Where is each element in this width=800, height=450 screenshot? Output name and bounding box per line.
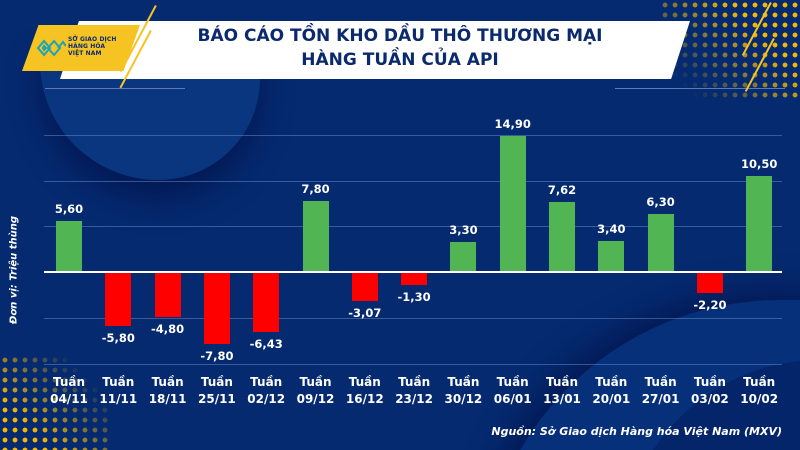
gridline <box>44 180 782 182</box>
y-axis-label: Đơn vị: Triệu thùng <box>8 215 20 325</box>
decorative-dots <box>660 0 800 100</box>
decorative-dots <box>0 355 110 450</box>
title-line-2: HÀNG TUẦN CỦA API <box>301 50 499 70</box>
x-tick-label: Tuần 11/11 <box>99 375 138 406</box>
logo-text: SỞ GIAO DỊCH HÀNG HÓA VIỆT NAM <box>68 36 117 57</box>
bar <box>302 200 329 272</box>
x-tick-label: Tuần 27/01 <box>641 375 680 406</box>
data-label: 7,62 <box>547 183 577 198</box>
data-label: 3,30 <box>449 222 478 237</box>
chart-title: BÁO CÁO TỒN KHO DẦU THÔ THƯƠNG MẠI HÀNG … <box>140 24 660 72</box>
bar <box>647 214 674 272</box>
bar <box>253 273 280 332</box>
bar <box>351 273 378 302</box>
x-tick-label: Tuần 03/02 <box>691 375 729 406</box>
bar <box>401 273 428 285</box>
x-tick-label: Tuần 10/02 <box>740 375 779 406</box>
x-tick-label: Tuần 09/12 <box>296 375 335 406</box>
data-label: 7,80 <box>301 181 330 196</box>
gridline <box>44 134 782 136</box>
x-tick-label: Tuần 16/12 <box>345 375 384 406</box>
data-label: -4,80 <box>151 321 185 336</box>
data-label: 3,40 <box>597 221 626 236</box>
x-tick-label: Tuần 20/01 <box>592 375 631 406</box>
title-line-1: BÁO CÁO TỒN KHO DẦU THÔ THƯƠNG MẠI <box>197 26 603 46</box>
bar <box>450 241 477 272</box>
x-tick-label: Tuần 23/12 <box>395 375 433 406</box>
data-label: -5,80 <box>101 331 135 346</box>
bar <box>746 175 773 272</box>
x-tick-label: Tuần 02/12 <box>247 375 286 406</box>
data-label: 10,50 <box>740 156 778 171</box>
bar <box>56 220 82 272</box>
logo: SỞ GIAO DỊCH HÀNG HÓA VIỆT NAM <box>22 25 140 71</box>
bar <box>598 240 625 272</box>
x-tick-label: Tuần 04/11 <box>50 375 88 406</box>
bar <box>696 273 723 294</box>
data-label: -1,30 <box>397 289 431 304</box>
divider <box>45 88 185 89</box>
data-label: 5,60 <box>54 201 84 216</box>
title-banner <box>60 21 690 79</box>
bar <box>203 273 230 345</box>
zero-axis-line <box>44 271 782 273</box>
divider <box>615 88 785 89</box>
data-label: 14,90 <box>494 116 531 131</box>
data-label: -7,80 <box>200 349 234 364</box>
gridline <box>44 363 782 365</box>
gridline <box>44 226 782 228</box>
data-label: -3,07 <box>348 306 382 321</box>
x-tick-label: Tuần 13/01 <box>543 375 581 406</box>
exchange-logo-icon <box>36 39 66 57</box>
source-note: Nguồn: Sở Giao dịch Hàng hóa Việt Nam (M… <box>491 425 782 438</box>
x-tick-label: Tuần 06/01 <box>493 375 532 406</box>
x-tick-label: Tuần 18/11 <box>148 375 187 406</box>
bar <box>154 273 181 317</box>
bar <box>105 273 132 327</box>
data-label: 6,30 <box>646 195 675 210</box>
data-label: -2,20 <box>693 298 727 313</box>
x-tick-label: Tuần 30/12 <box>444 375 483 406</box>
plot-area: 5,60 -5,80 -4,80 -7,80 -6,43 7,80 -3,07 -1,30 3,… <box>44 100 784 400</box>
gridline <box>44 317 782 319</box>
bar <box>549 202 575 272</box>
bar <box>499 135 526 272</box>
data-label: -6,43 <box>249 336 283 351</box>
x-tick-label: Tuần 25/11 <box>198 375 236 406</box>
